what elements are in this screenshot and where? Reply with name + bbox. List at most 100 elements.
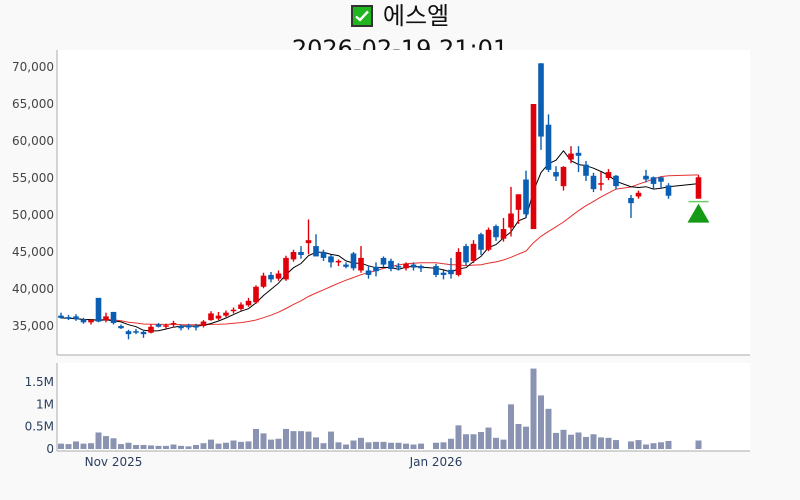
candle [553,166,559,181]
candle [320,249,327,261]
volume-plot-area [57,363,750,451]
candle [328,254,334,268]
candle [358,246,364,273]
price-tick-label: 50,000 [12,208,54,222]
candle [238,302,244,311]
volume-bar [478,432,484,449]
volume-bar [298,431,304,449]
candle [118,324,124,329]
candle [538,63,544,150]
volume-bar [215,443,222,449]
volume-bar [395,442,402,449]
volume-bar [58,443,64,449]
volume-bar [485,427,492,449]
candle [193,323,199,331]
volume-bar [568,434,574,449]
candle [448,257,454,279]
candle [478,232,484,255]
candle [365,265,372,279]
candle [133,328,139,335]
volume-bar [238,441,244,449]
volume-bar [418,443,424,449]
volume-bar [290,431,297,449]
candle [103,312,109,323]
volume-bar [470,434,477,449]
candlestick-series [58,63,702,340]
candle [583,160,589,181]
candle [245,297,252,307]
volume-bar [575,432,582,449]
volume-bar [335,442,342,449]
volume-bar [320,443,327,449]
candle [628,195,634,218]
volume-bar [463,434,469,449]
candle [343,262,349,269]
volume-bar [455,425,462,449]
volume-bar [65,444,72,449]
volume-bar [448,438,454,449]
candle [350,252,357,271]
candle [455,248,462,277]
candle [125,329,132,340]
candle [500,217,507,242]
candle [560,166,567,191]
candle [650,176,657,190]
volume-bar [508,404,514,449]
candle [403,262,409,271]
candle [388,258,394,272]
candle [590,172,597,193]
volume-bar [530,368,537,449]
candle [260,272,267,289]
volume-tick-label: 1.5M [25,375,54,389]
candle [163,323,169,329]
volume-bar [350,440,357,449]
candle [598,172,604,191]
candle [418,264,424,272]
candle [568,146,574,164]
volume-bar [185,446,192,449]
candle [170,320,177,328]
time-axis: Nov 2025 Jan 2026 [85,455,463,469]
volume-bar [305,431,312,449]
volume-bar [590,434,597,449]
volume-bar [163,445,169,449]
volume-axis: 0 0.5M 1M 1.5M [25,375,54,456]
volume-bar [635,440,642,449]
candle [73,314,79,321]
volume-bar [658,442,664,449]
volume-bar [208,439,214,449]
volume-bars [58,368,702,449]
candle [185,323,192,330]
candle [208,311,214,321]
volume-bar [110,438,117,449]
candle [88,319,94,325]
candle [643,169,649,183]
stock-name: 에스엘 [382,2,450,30]
candle [470,240,477,264]
price-tick-label: 70,000 [12,60,54,74]
volume-bar [268,439,274,449]
candle [223,310,229,318]
volume-bar [193,444,199,449]
candle [493,224,499,241]
candle [373,262,379,277]
buy-signal-triangle-icon [687,200,710,223]
candle [410,262,417,271]
candle [515,194,522,224]
long-moving-average-line [60,174,699,326]
candle [305,219,312,255]
volume-bar [628,441,634,449]
candle [313,234,319,257]
candle [635,190,642,199]
candle [485,227,492,252]
candle [283,255,289,281]
candle [148,324,154,334]
candle [575,146,582,173]
volume-bar [650,443,657,449]
volume-bar [403,443,409,449]
candle [290,249,297,262]
price-tick-label: 45,000 [12,245,54,259]
candle [395,263,402,271]
volume-bar [73,441,79,449]
price-tick-label: 60,000 [12,134,54,148]
